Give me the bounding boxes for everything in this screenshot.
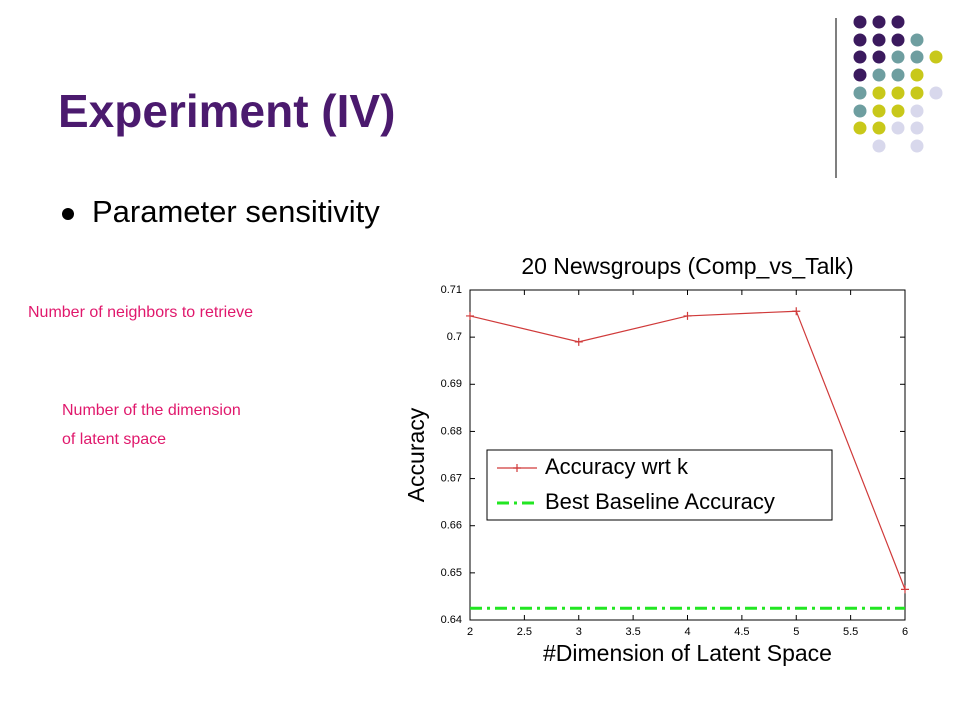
point-marker [683,311,692,320]
x-tick-label: 6 [902,626,908,638]
dot [891,121,905,135]
dot [872,50,886,64]
legend-label: Accuracy wrt k [545,454,689,479]
y-tick-label: 0.64 [441,614,462,626]
y-tick-label: 0.69 [441,378,462,390]
chart: 20 Newsgroups (Comp_vs_Talk) 0.64 0.65 0.66… [403,245,912,677]
y-tick-label: 0.7 [447,331,462,343]
point-marker [574,337,583,346]
dot [910,86,924,100]
dot [853,15,867,29]
bullet-text: Parameter sensitivity [92,194,380,229]
dot [910,33,924,47]
decoration [835,15,943,178]
x-tick-label: 5.5 [843,626,858,638]
dot [853,104,867,118]
dot [872,33,886,47]
x-tick-label: 4.5 [734,626,749,638]
x-tick-label: 4 [684,626,690,638]
point-marker [901,585,909,594]
dot [891,104,905,118]
x-tick-label: 5 [793,626,799,638]
y-tick-label: 0.66 [441,520,462,532]
legend-box [486,449,833,521]
x-tick-label: 2.5 [517,626,532,638]
dot [872,86,886,100]
dot [872,121,886,135]
y-tick-label: 0.71 [441,284,462,296]
dot [872,104,886,118]
dot [891,86,905,100]
dot [929,86,943,100]
dot [872,68,886,82]
legend-marker [513,464,521,472]
dot [891,50,905,64]
dot [891,68,905,82]
y-tick-label: 0.65 [441,567,462,579]
dot [891,15,905,29]
dot [853,68,867,82]
dot [853,86,867,100]
y-tick-label: 0.67 [441,472,462,484]
dot [891,33,905,47]
dot [910,50,924,64]
x-tick-label: 3 [576,626,582,638]
slide-title: Experiment (IV) [58,85,395,137]
annotation: of latent space [62,431,166,448]
dot [853,50,867,64]
bullet-dot [62,208,74,220]
x-tick-label: 2 [467,626,473,638]
dot [872,15,886,29]
dots [853,15,943,153]
dot [910,68,924,82]
chart-title: 20 Newsgroups (Comp_vs_Talk) [521,253,853,279]
x-tick-label: 3.5 [625,626,640,638]
dot [910,121,924,135]
dot [853,121,867,135]
dot [929,50,943,64]
x-axis-label: #Dimension of Latent Space [543,640,832,666]
y-tick-label: 0.68 [441,425,462,437]
annotation: Number of the dimension [62,402,241,419]
dot [910,104,924,118]
legend-label: Best Baseline Accuracy [545,489,775,514]
y-axis-label: Accuracy [403,407,429,502]
annotation: Number of neighbors to retrieve [28,304,253,321]
dot [910,139,924,153]
dot [872,139,886,153]
point-marker [466,311,474,320]
point-marker [792,307,801,316]
dot [853,33,867,47]
